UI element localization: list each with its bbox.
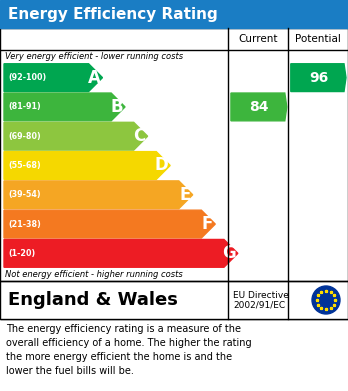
Circle shape — [312, 286, 340, 314]
Bar — [0, 281, 348, 319]
Text: 2002/91/EC: 2002/91/EC — [233, 301, 285, 310]
Polygon shape — [4, 152, 170, 179]
Polygon shape — [4, 239, 238, 267]
Polygon shape — [4, 210, 215, 238]
Text: Not energy efficient - higher running costs: Not energy efficient - higher running co… — [5, 270, 183, 279]
Text: The energy efficiency rating is a measure of the
overall efficiency of a home. T: The energy efficiency rating is a measur… — [6, 324, 252, 376]
Text: A: A — [88, 69, 101, 87]
Text: (69-80): (69-80) — [8, 132, 41, 141]
Text: EU Directive: EU Directive — [233, 291, 289, 300]
Text: (81-91): (81-91) — [8, 102, 41, 111]
Polygon shape — [291, 64, 346, 91]
Text: 96: 96 — [309, 71, 328, 84]
Polygon shape — [4, 122, 148, 150]
Polygon shape — [231, 93, 287, 121]
Polygon shape — [4, 181, 193, 209]
Text: F: F — [202, 215, 213, 233]
Polygon shape — [4, 93, 125, 121]
Text: G: G — [222, 244, 236, 262]
Text: E: E — [179, 186, 191, 204]
Text: (21-38): (21-38) — [8, 220, 41, 229]
Bar — [0, 28, 348, 319]
Text: 84: 84 — [249, 100, 269, 114]
Text: D: D — [155, 156, 168, 174]
Text: Current: Current — [238, 34, 278, 44]
Text: (39-54): (39-54) — [8, 190, 41, 199]
Text: (55-68): (55-68) — [8, 161, 41, 170]
Text: Energy Efficiency Rating: Energy Efficiency Rating — [8, 7, 218, 22]
Polygon shape — [4, 64, 102, 91]
Text: Very energy efficient - lower running costs: Very energy efficient - lower running co… — [5, 52, 183, 61]
Text: (92-100): (92-100) — [8, 73, 46, 82]
Text: England & Wales: England & Wales — [8, 291, 178, 309]
Text: Potential: Potential — [295, 34, 341, 44]
Text: C: C — [133, 127, 145, 145]
Bar — [0, 0, 348, 28]
Text: (1-20): (1-20) — [8, 249, 35, 258]
Text: B: B — [110, 98, 123, 116]
